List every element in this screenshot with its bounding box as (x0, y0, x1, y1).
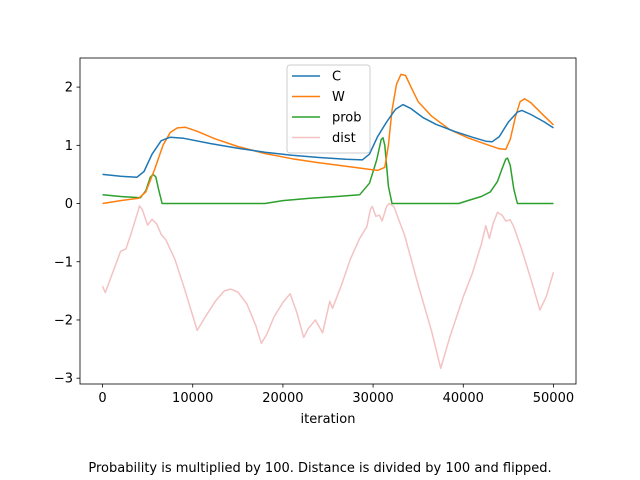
x-axis: 0 10000 20000 30000 40000 50000 (98, 384, 574, 406)
legend-label-C: C (332, 70, 341, 85)
y-tick-label: 0 (65, 197, 73, 212)
series-line-prob (102, 137, 554, 205)
y-tick-label: −3 (54, 372, 73, 387)
y-tick-label: 2 (65, 81, 73, 96)
legend-label-W: W (332, 90, 345, 105)
y-axis: −3 −2 −1 0 1 2 (54, 81, 80, 387)
y-tick-label: −1 (54, 255, 73, 270)
chart-caption: Probability is multiplied by 100. Distan… (88, 461, 552, 476)
x-tick-label: 50000 (533, 391, 574, 406)
series-layer (101, 73, 555, 370)
x-tick-label: 20000 (262, 391, 303, 406)
y-tick-label: −2 (54, 313, 73, 328)
x-tick-label: 30000 (352, 391, 393, 406)
x-axis-label: iteration (301, 412, 356, 427)
legend-label-prob: prob (332, 111, 362, 126)
x-tick-label: 40000 (443, 391, 484, 406)
plot-area-frame (79, 57, 577, 385)
series-line-W (102, 73, 555, 205)
legend-label-dist: dist (332, 131, 356, 146)
legend-box (286, 64, 371, 154)
series-line-C (102, 103, 554, 179)
y-tick-label: 1 (65, 139, 73, 154)
x-tick-label: 10000 (172, 391, 213, 406)
series-line-dist (101, 202, 555, 370)
x-tick-label: 0 (98, 391, 106, 406)
